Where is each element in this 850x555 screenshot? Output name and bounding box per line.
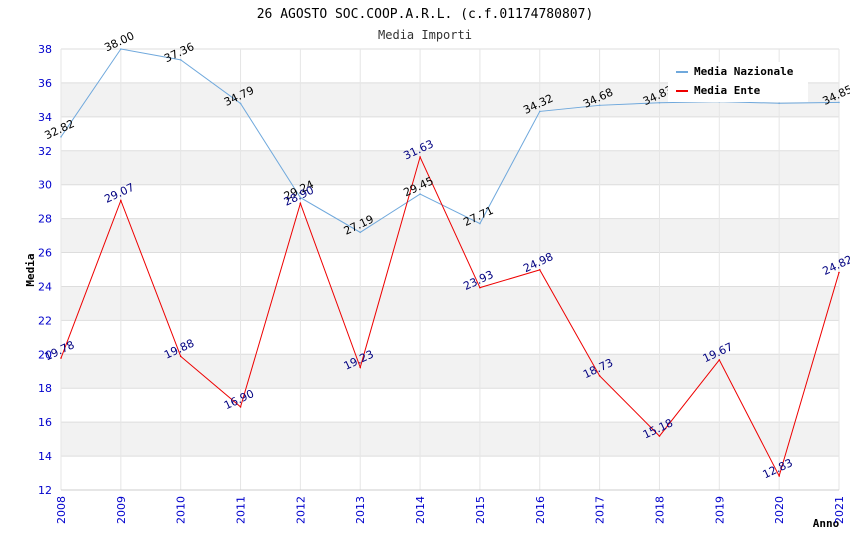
grid-bands (61, 49, 839, 490)
data-point (598, 104, 601, 107)
y-tick-label: 38 (38, 43, 52, 56)
y-tick-label: 32 (38, 145, 52, 158)
x-tick-label: 2009 (115, 496, 128, 524)
data-point (598, 375, 601, 377)
data-point (838, 271, 840, 274)
x-tick-label: 2018 (653, 496, 666, 524)
y-tick-label: 12 (38, 484, 52, 497)
data-point (120, 48, 122, 50)
y-tick-label: 26 (38, 247, 52, 260)
grid-band (61, 286, 839, 321)
chart-subtitle: Media Importi (378, 28, 472, 42)
x-tick-label: 2012 (294, 496, 307, 524)
data-point (60, 136, 62, 138)
x-tick-label: 2017 (594, 496, 607, 524)
data-point (299, 196, 302, 199)
data-point (120, 199, 122, 202)
y-tick-label: 14 (38, 450, 52, 463)
chart-title: 26 AGOSTO SOC.COOP.A.R.L. (c.f.011747808… (257, 7, 594, 22)
x-tick-label: 2011 (235, 496, 248, 524)
y-axis-ticks: 12 14 16 18 20 22 24 26 28 30 32 34 36 38 (38, 43, 52, 497)
y-tick-label: 30 (38, 179, 52, 192)
grid-band (61, 252, 839, 287)
grid-band (61, 422, 839, 457)
data-point (419, 193, 421, 195)
legend-box (668, 62, 808, 102)
x-tick-label: 2016 (534, 496, 547, 524)
x-tick-label: 2008 (55, 496, 68, 524)
data-point (239, 102, 242, 105)
data-point (179, 355, 182, 358)
y-tick-label: 28 (38, 213, 52, 226)
y-axis-label: Media (24, 253, 37, 286)
grid-band (61, 116, 839, 151)
grid-band (61, 354, 839, 389)
legend: Media Nazionale Media Ente (668, 62, 808, 102)
data-point (239, 406, 242, 408)
x-tick-label: 2020 (773, 496, 786, 524)
data-point (299, 202, 302, 205)
y-tick-label: 20 (38, 348, 52, 361)
legend-label-media-nazionale: Media Nazionale (694, 65, 794, 78)
y-tick-label: 18 (38, 382, 52, 395)
grid-band (61, 218, 839, 253)
data-point (359, 366, 362, 369)
y-tick-label: 24 (38, 280, 52, 293)
data-point (538, 110, 541, 113)
y-tick-label: 36 (38, 77, 52, 90)
grid-band (61, 320, 839, 355)
grid-band (61, 388, 839, 423)
data-point (179, 59, 182, 61)
grid-band (61, 456, 839, 490)
x-tick-label: 2015 (474, 496, 487, 524)
series-line-media-ente (60, 155, 840, 478)
y-tick-label: 16 (38, 416, 52, 429)
y-tick-label: 34 (38, 111, 52, 124)
x-tick-label: 2019 (713, 496, 726, 524)
data-point (718, 359, 721, 361)
data-point (419, 156, 421, 158)
data-point (479, 222, 481, 225)
x-tick-label: 2021 (833, 496, 846, 524)
data-point (359, 231, 362, 234)
grid-band (61, 184, 839, 219)
x-axis-ticks: 2008 2009 2010 2011 2012 2013 2014 2015 2016 2017… (55, 496, 846, 524)
grid-band (61, 150, 839, 185)
data-point (778, 475, 780, 477)
data-point (60, 357, 62, 359)
legend-label-media-ente: Media Ente (694, 84, 761, 97)
data-point (658, 101, 661, 104)
data-point (658, 435, 661, 437)
y-tick-label: 22 (38, 314, 52, 327)
data-point (838, 101, 840, 104)
data-point (479, 286, 481, 289)
x-tick-label: 2010 (175, 496, 188, 524)
x-tick-label: 2013 (354, 496, 367, 524)
data-point (538, 269, 541, 271)
x-tick-label: 2014 (414, 496, 427, 524)
data-point (778, 102, 780, 105)
x-axis-label: Anno (813, 517, 840, 530)
